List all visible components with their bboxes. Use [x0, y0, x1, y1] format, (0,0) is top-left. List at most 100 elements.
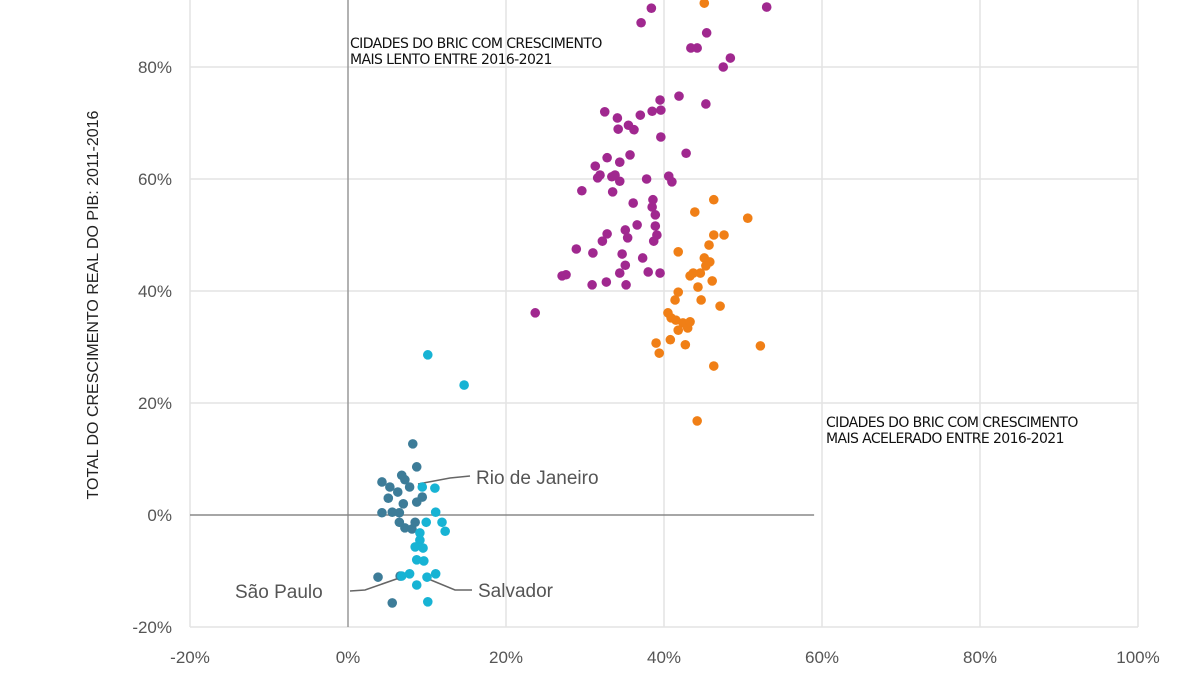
light-teal-data-point [415, 535, 425, 545]
purple-data-point [602, 152, 612, 163]
dark-teal-data-point [398, 499, 409, 509]
label-sao-paulo: São Paulo [235, 582, 323, 603]
rio-callout-line [417, 475, 471, 485]
orange-data-point [680, 339, 691, 350]
light-teal-data-point [404, 569, 415, 579]
orange-data-point [651, 338, 661, 348]
orange-data-point [708, 361, 719, 371]
light-teal-data-point [422, 597, 433, 607]
annotation-fast-line1: CIDADES DO BRIC COM CRESCIMENTO [826, 415, 1078, 431]
dark-teal-data-point [385, 482, 395, 492]
light-teal-data-point [421, 517, 432, 528]
purple-data-point [628, 198, 638, 208]
purple-data-point [648, 236, 659, 246]
purple-data-point [655, 268, 665, 278]
purple-data-point [577, 185, 587, 196]
purple-data-point [718, 62, 729, 72]
purple-data-point [590, 161, 601, 171]
sao-paulo-callout-line [349, 575, 406, 592]
y-tick-label: 0% [147, 506, 172, 525]
purple-data-point [681, 148, 691, 159]
light-teal-data-point [430, 483, 440, 493]
dark-teal-data-point [373, 572, 383, 582]
purple-data-point [561, 269, 571, 280]
purple-data-point [650, 210, 661, 220]
light-teal-data-point [410, 542, 420, 552]
purple-data-point [599, 107, 610, 117]
purple-data-point [625, 150, 635, 160]
dark-teal-data-point [383, 493, 394, 504]
axes [190, 0, 815, 627]
orange-data-point [690, 207, 700, 217]
light-teal-data-point [415, 528, 425, 538]
light-teal-data-point [411, 555, 422, 565]
purple-data-point [646, 3, 657, 13]
dark-teal-data-point [377, 507, 387, 518]
dark-teal-data-point [410, 517, 420, 528]
purple-data-point [635, 110, 646, 120]
orange-data-point [693, 282, 703, 292]
orange-data-point [696, 295, 706, 305]
light-teal-data-point [440, 526, 450, 537]
orange-data-point [654, 348, 665, 358]
light-teal-data-point [411, 580, 422, 590]
purple-data-point [656, 105, 666, 115]
purple-data-point [725, 53, 736, 63]
orange-data-point [692, 416, 702, 426]
purple-data-point [621, 280, 631, 290]
x-tick-label: 100% [1116, 648, 1159, 667]
orange-data-point [685, 271, 695, 281]
y-axis-label: TOTAL DO CRESCIMENTO REAL DO PIB: 2011-2… [85, 110, 102, 499]
y-tick-label: 40% [138, 282, 172, 301]
x-tick-label: 0% [336, 648, 361, 667]
y-tick-label: 20% [138, 394, 172, 413]
purple-data-point [663, 171, 674, 181]
x-tick-label: -20% [170, 648, 210, 667]
dark-teal-data-point [411, 497, 422, 507]
purple-data-point [643, 267, 653, 277]
light-teal-data-point [419, 556, 429, 566]
orange-data-point [707, 276, 717, 286]
orange-data-point [685, 317, 695, 327]
y-tick-label: 80% [138, 58, 172, 77]
orange-data-point [699, 0, 710, 8]
purple-data-point [629, 124, 639, 135]
light-teal-data-point [422, 350, 433, 360]
purple-data-point [632, 220, 642, 230]
y-tick-label: -20% [132, 618, 172, 637]
purple-data-point [601, 277, 612, 287]
dark-teal-data-point [387, 598, 398, 608]
dark-teal-data-point [377, 477, 387, 487]
purple-data-point [588, 248, 598, 258]
orange-data-point [742, 213, 753, 223]
callout-lines [349, 475, 472, 592]
purple-data-point [614, 157, 625, 167]
light-teal-data-point [396, 571, 407, 581]
purple-data-point [636, 17, 646, 28]
light-teal-data-point [437, 517, 447, 528]
purple-data-point [587, 280, 597, 290]
purple-data-point [647, 202, 657, 212]
dark-teal-data-point [400, 474, 410, 485]
salvador-callout-line [425, 577, 472, 591]
dark-teal-data-point [387, 507, 398, 517]
purple-data-point [610, 170, 620, 180]
orange-data-point [673, 325, 684, 336]
data-points [373, 0, 772, 608]
purple-data-point [701, 99, 711, 109]
x-tick-label: 80% [963, 648, 997, 667]
purple-data-point [648, 194, 658, 205]
orange-data-point [695, 268, 706, 278]
purple-data-point [622, 233, 633, 243]
purple-data-point [674, 91, 684, 101]
purple-data-point [620, 225, 631, 235]
annotation-slow-line1: CIDADES DO BRIC COM CRESCIMENTO [350, 36, 602, 52]
orange-data-point [673, 247, 684, 257]
light-teal-data-point [459, 380, 469, 390]
purple-data-point [701, 28, 712, 38]
purple-data-point [607, 187, 618, 197]
x-tick-label: 60% [805, 648, 839, 667]
x-tick-label: 40% [647, 648, 681, 667]
purple-data-point [612, 113, 623, 123]
light-teal-data-point [418, 543, 428, 553]
